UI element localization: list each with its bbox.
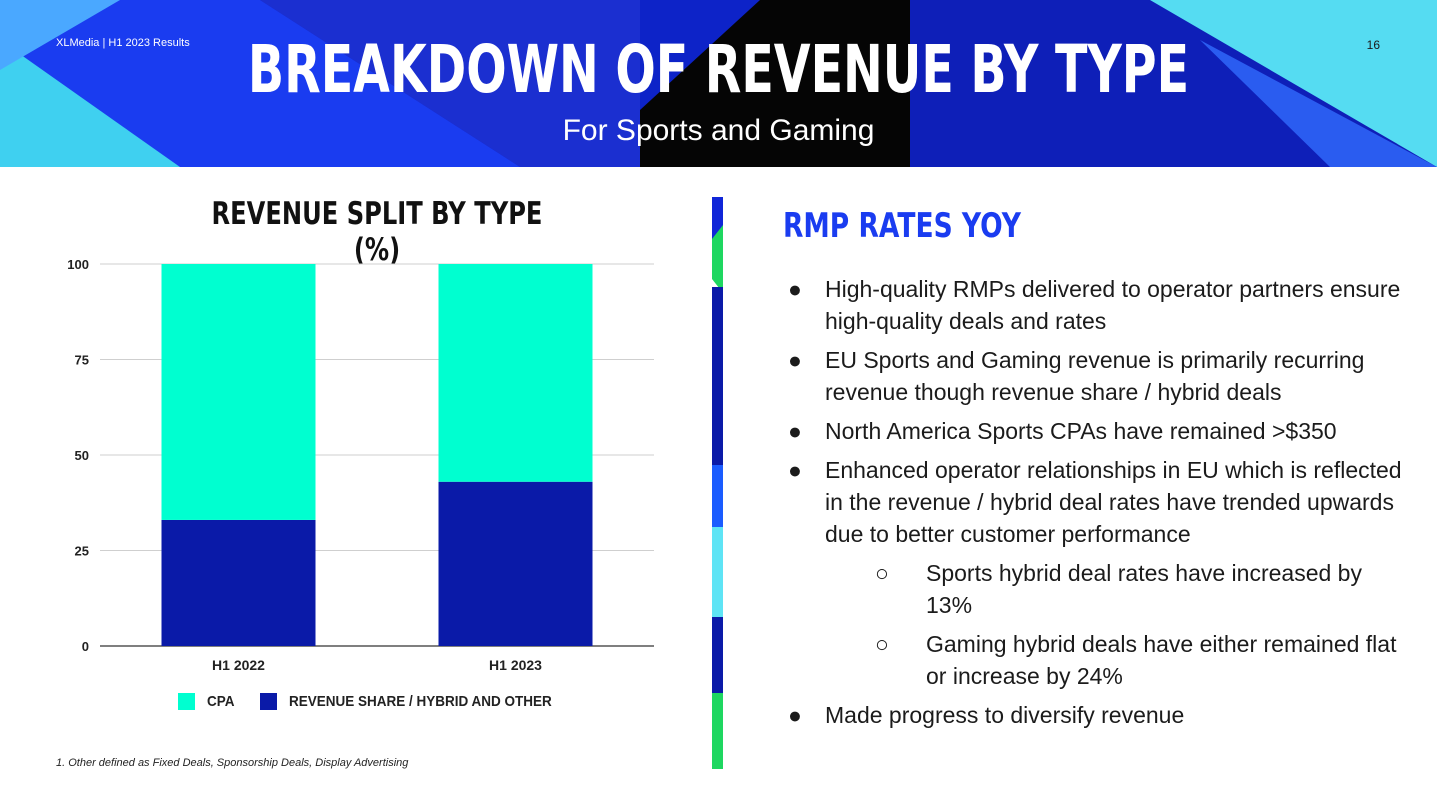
sub-bullet-text: Gaming hybrid deals have either remained… [926, 631, 1397, 689]
footnote: 1. Other defined as Fixed Deals, Sponsor… [56, 757, 409, 769]
bar-segment [161, 264, 316, 520]
revenue-split-chart: 0 25 50 75 100 H1 2022 H1 2023 [67, 257, 654, 673]
page-number: 16 [1366, 38, 1380, 52]
bullet-text: EU Sports and Gaming revenue is primaril… [825, 347, 1365, 405]
sub-bullet-item: ○ Sports hybrid deal rates have increase… [788, 557, 1408, 621]
bullet-dot: ● [788, 702, 802, 728]
bullet-item: ● Made progress to diversify revenue [788, 699, 1408, 731]
x-tick-label: H1 2022 [212, 657, 265, 673]
y-tick-label: 75 [75, 353, 89, 368]
sub-bullet-circle: ○ [875, 560, 889, 586]
bar-segment [161, 519, 316, 646]
header-banner: XLMedia | H1 2023 Results 16 BREAKDOWN O… [0, 0, 1437, 167]
legend-swatch-revenue-share [259, 693, 277, 710]
bullet-item: ● High-quality RMPs delivered to operato… [788, 273, 1408, 337]
x-tick-label: H1 2023 [489, 657, 542, 673]
chart-title: REVENUE SPLIT BY TYPE (%) [211, 196, 543, 268]
bullet-text: North America Sports CPAs have remained … [825, 418, 1337, 444]
banner-background [0, 0, 1437, 167]
bullet-text: Made progress to diversify revenue [825, 702, 1185, 728]
sub-bullet-circle: ○ [875, 631, 889, 657]
bullet-dot: ● [788, 457, 802, 483]
rmp-rates-title: RMP RATES YOY [783, 206, 1021, 246]
y-tick-label: 50 [75, 448, 89, 463]
bar-segment [438, 264, 593, 482]
rmp-bullet-list: ● High-quality RMPs delivered to operato… [788, 273, 1408, 738]
y-tick-label: 0 [82, 639, 89, 654]
page-title: BREAKDOWN OF REVENUE BY TYPE [247, 31, 1190, 108]
legend-label-cpa: CPA [207, 693, 235, 710]
y-tick-label: 25 [75, 544, 89, 559]
sub-bullet-item: ○ Gaming hybrid deals have either remain… [788, 628, 1408, 692]
chart-legend: CPA REVENUE SHARE / HYBRID AND OTHER [178, 693, 603, 710]
bullet-item: ● Enhanced operator relationships in EU … [788, 454, 1408, 550]
page-subtitle: For Sports and Gaming [562, 114, 875, 147]
bullet-dot: ● [788, 276, 802, 302]
legend-label-revenue-share: REVENUE SHARE / HYBRID AND OTHER [288, 693, 552, 710]
sub-bullet-text: Sports hybrid deal rates have increased … [926, 560, 1362, 618]
bullet-text: High-quality RMPs delivered to operator … [825, 276, 1401, 334]
bullet-dot: ● [788, 418, 802, 444]
decorative-divider [712, 197, 723, 769]
bar-segment [438, 481, 593, 646]
bullet-item: ● EU Sports and Gaming revenue is primar… [788, 344, 1408, 408]
legend-swatch-cpa [178, 693, 195, 710]
bullet-dot: ● [788, 347, 802, 373]
bullet-text: Enhanced operator relationships in EU wh… [825, 457, 1402, 547]
y-tick-label: 100 [67, 257, 89, 272]
deck-meta: XLMedia | H1 2023 Results [56, 37, 190, 49]
legend-item-revenue-share: REVENUE SHARE / HYBRID AND OTHER [259, 693, 581, 710]
bullet-item: ● North America Sports CPAs have remaine… [788, 415, 1408, 447]
legend-item-cpa: CPA [178, 693, 238, 710]
